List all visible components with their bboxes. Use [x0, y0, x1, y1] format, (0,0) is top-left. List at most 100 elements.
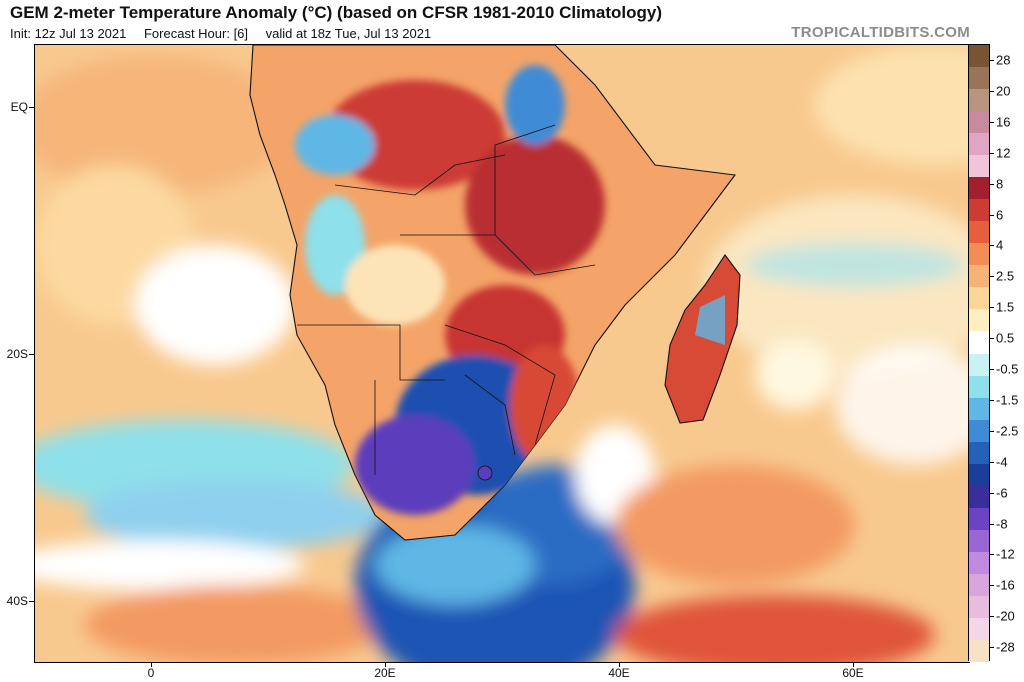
colorbar-label: 12 — [996, 145, 1011, 161]
colorbar-segment — [969, 111, 989, 134]
colorbar-tick — [990, 616, 994, 618]
colorbar-label: 20 — [996, 83, 1011, 99]
colorbar-segment — [969, 397, 989, 421]
colorbar-tick — [990, 245, 994, 247]
africa-anomaly — [295, 65, 605, 515]
colorbar-tick — [990, 152, 994, 154]
colorbar-label: -20 — [996, 608, 1015, 624]
anomaly-patch — [615, 595, 935, 662]
colorbar-label: 6 — [996, 207, 1004, 222]
colorbar-label: 2.5 — [996, 268, 1015, 284]
anomaly-patch — [35, 55, 295, 195]
map-subtitle: Init: 12z Jul 13 2021 Forecast Hour: [6]… — [10, 26, 445, 41]
anomaly-patch — [345, 245, 445, 325]
border-line — [334, 154, 506, 196]
lesotho-outline — [477, 465, 493, 481]
colorbar-label: 1.5 — [996, 299, 1015, 315]
lat-label-40s: 40S — [6, 594, 28, 608]
lat-label-eq: EQ — [10, 100, 28, 114]
colorbar-segment — [969, 155, 989, 178]
border-line — [444, 324, 556, 446]
border-line — [494, 124, 556, 235]
colorbar-segment — [969, 551, 989, 575]
colorbar-tick — [990, 585, 994, 587]
colorbar-tick — [990, 60, 994, 61]
colorbar-label: -2.5 — [996, 423, 1019, 439]
lon-tick — [151, 662, 152, 667]
anomaly-patch — [745, 243, 965, 287]
anomaly-patch — [355, 415, 475, 515]
map-title: GEM 2-meter Temperature Anomaly (°C) (ba… — [10, 3, 663, 22]
colorbar-segment — [969, 485, 989, 509]
anomaly-patch — [755, 340, 835, 410]
anomaly-patch — [505, 65, 565, 145]
colorbar-segment — [969, 419, 989, 443]
colorbar-label: 16 — [996, 114, 1011, 130]
colorbar-tick — [990, 338, 994, 340]
lon-tick — [385, 662, 386, 667]
anomaly-patch — [85, 585, 385, 662]
africa-land — [249, 45, 737, 541]
border-line — [464, 374, 516, 456]
lon-label-20e: 20E — [374, 666, 396, 680]
colorbar-segment — [969, 639, 989, 663]
colorbar-label: -6 — [996, 485, 1008, 501]
colorbar-segment — [969, 309, 989, 332]
colorbar-segment — [969, 463, 989, 487]
border-line — [400, 234, 596, 276]
colorbar-segment — [969, 133, 989, 156]
colorbar-segment — [969, 67, 989, 90]
anomaly-map — [34, 44, 970, 663]
colorbar-segment — [969, 375, 989, 399]
colorbar-tick — [990, 183, 994, 185]
anomaly-patch — [375, 525, 535, 605]
colorbar-tick — [990, 523, 994, 525]
border-line — [297, 324, 445, 381]
anomaly-patch — [615, 465, 855, 585]
colorbar-tick — [990, 399, 994, 401]
lon-tick — [853, 662, 854, 667]
colorbar-segment — [969, 353, 989, 377]
colorbar-segment — [969, 177, 989, 200]
anomaly-patch — [295, 115, 375, 175]
lat-tick — [29, 107, 34, 108]
colorbar-segment — [969, 573, 989, 597]
lon-label-0: 0 — [147, 666, 155, 680]
init-time: Init: 12z Jul 13 2021 — [10, 26, 127, 41]
colorbar-label: 28 — [996, 52, 1011, 68]
colorbar-segment — [969, 287, 989, 310]
colorbar-segment — [969, 221, 989, 244]
colorbar-tick — [990, 307, 994, 309]
colorbar-segment — [969, 507, 989, 531]
lon-tick — [619, 662, 620, 667]
colorbar-label: -4 — [996, 454, 1008, 470]
lat-tick — [29, 601, 34, 602]
colorbar-segment — [969, 331, 989, 354]
lon-label-60e: 60E — [842, 666, 864, 680]
anomaly-patch — [85, 480, 385, 550]
colorbar-tick — [990, 492, 994, 494]
colorbar-tick — [990, 647, 994, 649]
colorbar-segment — [969, 529, 989, 553]
brand-watermark: TROPICALTIDBITS.COM — [791, 24, 970, 41]
colorbar-segment — [969, 243, 989, 266]
colorbar-label: -12 — [996, 546, 1015, 562]
colorbar-tick — [990, 430, 994, 432]
colorbar-segment — [969, 45, 989, 68]
colorbar-segment — [969, 199, 989, 222]
colorbar-segment — [969, 617, 989, 641]
country-borders — [297, 124, 596, 475]
colorbar-label: -8 — [996, 516, 1008, 531]
colorbar-tick — [990, 369, 994, 370]
colorbar-tick — [990, 121, 994, 123]
colorbar-tick — [990, 276, 994, 278]
colorbar-label: -28 — [996, 639, 1015, 655]
colorbar-segment — [969, 89, 989, 112]
forecast-hour: Forecast Hour: [6] — [143, 26, 249, 41]
lon-label-40e: 40E — [608, 666, 630, 680]
anomaly-map-svg — [35, 45, 969, 662]
anomaly-patch — [835, 345, 969, 465]
colorbar-label: 0.5 — [996, 330, 1015, 346]
colorbar-label: -0.5 — [996, 361, 1019, 377]
colorbar-tick — [990, 214, 994, 216]
